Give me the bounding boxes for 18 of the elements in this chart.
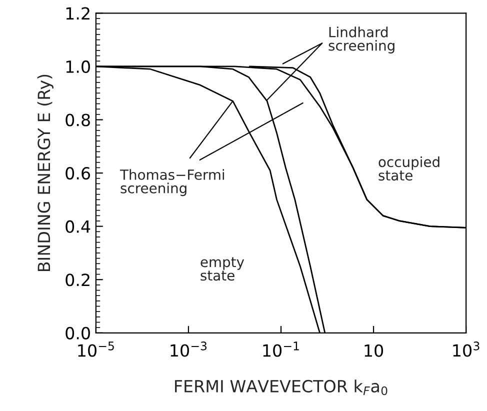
y-tick-label: 1.2 <box>66 7 90 20</box>
y-tick-label: 1.0 <box>66 60 90 74</box>
annotation: Thomas−Fermi screening <box>120 169 224 196</box>
x-axis-title: FERMI WAVEVECTOR k$_{F}$a$_{0}$ <box>175 380 388 396</box>
y-tick-label: 0.8 <box>66 114 90 126</box>
annotation: Lindhard screening <box>328 26 394 54</box>
x-tick-label: 10$^{−1}$ <box>263 342 299 357</box>
x-tick-label: 10$^{−3}$ <box>170 342 207 357</box>
x-tick-label: 10$^{3}$ <box>453 342 480 357</box>
y-tick-label: 0.2 <box>66 274 90 286</box>
y-axis-title: BINDING ENERGY E (Ry) <box>37 74 54 272</box>
x-tick-label: 10$^{−5}$ <box>78 342 114 357</box>
annotation: occupied state <box>378 156 440 181</box>
x-tick-label: 10 <box>364 344 384 357</box>
y-tick-label: 0.4 <box>66 220 90 233</box>
y-tick-label: 0.0 <box>66 326 90 340</box>
annotation: empty state <box>200 257 244 281</box>
y-tick-label: 0.6 <box>66 166 90 180</box>
